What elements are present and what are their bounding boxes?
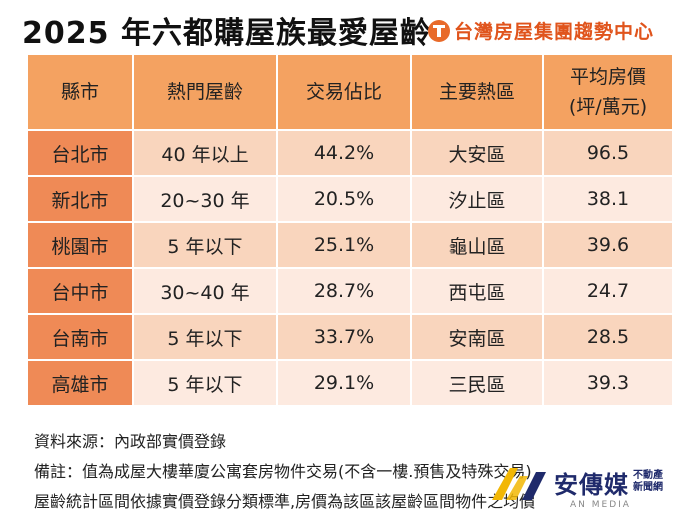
header-city: 縣市 (26, 53, 134, 131)
housing-age-table: 縣市 熱門屋齡 交易佔比 主要熱區 平均房價 (坪/萬元) 台北市 40 年以上… (26, 53, 674, 407)
an-media-logo-icon (492, 468, 546, 500)
share-cell: 29.1% (276, 359, 412, 407)
age-cell: 5 年以下 (132, 359, 278, 407)
header-price-line1: 平均房價 (569, 66, 646, 88)
remark-note: 備註：值為成屋大樓華廈公寓套房物件交易(不含一樓.預售及特殊交易) (34, 462, 532, 481)
age-cell: 5 年以下 (132, 313, 278, 361)
brand: 台灣房屋集團趨勢中心 (428, 17, 654, 44)
age-cell: 40 年以上 (132, 129, 278, 177)
price-cell: 39.3 (542, 359, 674, 407)
age-cell: 20~30 年 (132, 175, 278, 223)
price-cell: 39.6 (542, 221, 674, 269)
district-cell: 安南區 (410, 313, 544, 361)
watermark-eng: AN MEDIA (570, 500, 631, 510)
table-row: 台南市 5 年以下 33.7% 安南區 28.5 (26, 313, 674, 361)
brand-name: 台灣房屋集團趨勢中心 (454, 21, 655, 43)
table-row: 台北市 40 年以上 44.2% 大安區 96.5 (26, 129, 674, 177)
price-cell: 24.7 (542, 267, 674, 315)
source-note: 資料來源：內政部實價登錄 (34, 432, 227, 451)
city-cell: 台南市 (26, 313, 134, 361)
city-cell: 台中市 (26, 267, 134, 315)
city-cell: 高雄市 (26, 359, 134, 407)
district-cell: 大安區 (410, 129, 544, 177)
share-cell: 28.7% (276, 267, 412, 315)
page-title: 2025 年六都購屋族最愛屋齡 (22, 16, 431, 51)
table-row: 桃園市 5 年以下 25.1% 龜山區 39.6 (26, 221, 674, 269)
table-row: 新北市 20~30 年 20.5% 汐止區 38.1 (26, 175, 674, 223)
header-price-line2: (坪/萬元) (568, 96, 648, 118)
watermark-sub2: 新聞網 (633, 482, 663, 493)
share-cell: 25.1% (276, 221, 412, 269)
district-cell: 汐止區 (410, 175, 544, 223)
watermark-name: 安傳媒 (554, 470, 629, 499)
table-row: 高雄市 5 年以下 29.1% 三民區 39.3 (26, 359, 674, 407)
age-cell: 30~40 年 (132, 267, 278, 315)
price-cell: 96.5 (542, 129, 674, 177)
age-cell: 5 年以下 (132, 221, 278, 269)
city-cell: 台北市 (26, 129, 134, 177)
district-cell: 三民區 (410, 359, 544, 407)
watermark-sub1: 不動產 (633, 470, 663, 481)
stat-note: 屋齡統計區間依據實價登錄分類標準,房價為該區該屋齡區間物件之均價 (34, 492, 536, 511)
price-cell: 38.1 (542, 175, 674, 223)
price-cell: 28.5 (542, 313, 674, 361)
an-media-watermark: 安傳媒 不動產 新聞網 (490, 462, 663, 502)
header-age: 熱門屋齡 (132, 53, 278, 131)
table-row: 台中市 30~40 年 28.7% 西屯區 24.7 (26, 267, 674, 315)
header-price: 平均房價 (坪/萬元) (542, 53, 674, 131)
table-header-row: 縣市 熱門屋齡 交易佔比 主要熱區 平均房價 (坪/萬元) (26, 53, 674, 131)
header-district: 主要熱區 (410, 53, 544, 131)
district-cell: 西屯區 (410, 267, 544, 315)
share-cell: 20.5% (276, 175, 412, 223)
district-cell: 龜山區 (410, 221, 544, 269)
city-cell: 新北市 (26, 175, 134, 223)
t-circle-logo-icon (428, 19, 450, 42)
header-share: 交易佔比 (276, 53, 412, 131)
city-cell: 桃園市 (26, 221, 134, 269)
share-cell: 44.2% (276, 129, 412, 177)
watermark-sub: 不動產 新聞網 (633, 470, 663, 494)
share-cell: 33.7% (276, 313, 412, 361)
